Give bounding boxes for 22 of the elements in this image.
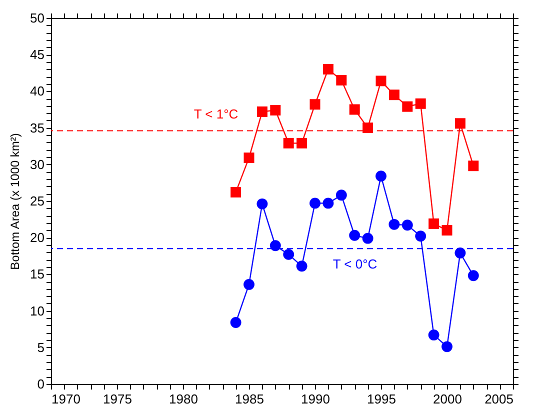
- y-tick-label: 30: [30, 156, 44, 172]
- x-tick-label: 1975: [103, 392, 132, 406]
- x-tick-label: 1985: [235, 392, 264, 406]
- x-tick-label: 1990: [301, 392, 330, 406]
- x-tick-label: 2005: [484, 392, 514, 406]
- ref-line-label: T < 0°C: [332, 256, 378, 272]
- y-tick-label: 15: [30, 266, 44, 282]
- ref-line-label: T < 1°C: [194, 106, 238, 122]
- y-tick-label: 35: [30, 120, 44, 136]
- y-tick-label: 25: [30, 194, 44, 208]
- x-tick-label: 1970: [52, 392, 80, 406]
- y-axis-title: Bottom Area (x 1000 km²): [8, 133, 22, 270]
- x-tick-label: 1995: [367, 392, 396, 406]
- x-tick-label: 1980: [169, 392, 198, 406]
- y-tick-label: 40: [30, 84, 44, 99]
- y-tick-label: 0: [37, 376, 44, 392]
- y-tick-label: 5: [37, 340, 44, 355]
- x-tick-label: 2000: [433, 392, 462, 406]
- y-tick-label: 10: [30, 303, 44, 318]
- y-tick-label: 45: [30, 47, 44, 62]
- y-tick-label: 20: [30, 230, 44, 246]
- y-tick-label: 50: [30, 10, 44, 26]
